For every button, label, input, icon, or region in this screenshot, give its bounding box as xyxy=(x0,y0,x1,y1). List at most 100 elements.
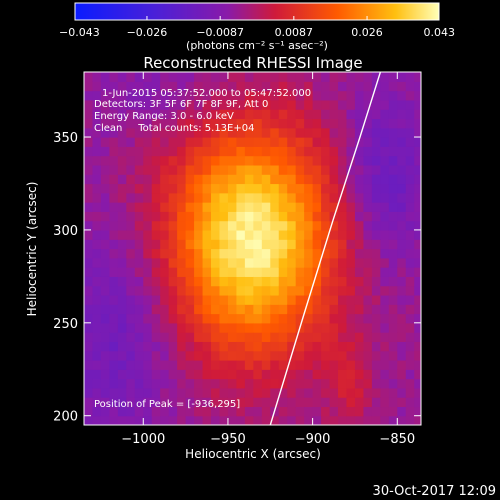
heatmap-cell xyxy=(270,248,280,259)
heatmap-cell xyxy=(329,267,339,277)
heatmap-cell xyxy=(261,146,271,157)
heatmap-cell xyxy=(211,294,221,305)
heatmap-cell xyxy=(92,304,102,315)
heatmap-cell xyxy=(219,276,229,287)
heatmap-cell xyxy=(329,341,339,352)
heatmap-cell xyxy=(211,322,221,333)
heatmap-cell xyxy=(219,109,229,120)
heatmap-cell xyxy=(363,192,373,203)
heatmap-cell xyxy=(160,313,170,324)
heatmap-cell xyxy=(253,406,263,417)
heatmap-cell xyxy=(244,211,254,222)
heatmap-cell xyxy=(414,118,421,129)
heatmap-cell xyxy=(168,415,178,425)
heatmap-cell xyxy=(338,220,348,231)
heatmap-cell xyxy=(117,285,127,296)
heatmap-cell xyxy=(236,127,246,138)
heatmap-cell xyxy=(405,397,415,408)
heatmap-cell xyxy=(117,81,127,92)
heatmap-cell xyxy=(346,257,356,268)
heatmap-cell xyxy=(321,378,331,389)
heatmap-cell xyxy=(84,155,94,166)
heatmap-cell xyxy=(405,387,415,398)
heatmap-cell xyxy=(134,332,144,342)
heatmap-cell xyxy=(109,211,119,222)
heatmap-cell xyxy=(117,229,127,240)
heatmap-cell xyxy=(321,220,331,231)
heatmap-cell xyxy=(185,248,195,259)
heatmap-cell xyxy=(278,313,288,324)
heatmap-cell xyxy=(295,415,305,425)
heatmap-cell xyxy=(346,90,356,101)
heatmap-cell xyxy=(388,304,398,315)
heatmap-cell xyxy=(84,202,94,212)
heatmap-cell xyxy=(253,369,263,380)
heatmap-cell xyxy=(380,332,390,342)
heatmap-cell xyxy=(227,202,238,212)
heatmap-cell xyxy=(414,332,421,342)
heatmap-cell xyxy=(168,118,178,129)
heatmap-cell xyxy=(151,118,161,129)
heatmap-cell xyxy=(338,109,348,120)
heatmap-cell xyxy=(160,322,170,333)
heatmap-cell xyxy=(338,304,348,315)
heatmap-cell xyxy=(346,99,356,110)
heatmap-cell xyxy=(126,359,136,370)
heatmap-cell xyxy=(397,341,407,352)
heatmap-cell xyxy=(278,369,288,380)
heatmap-cell xyxy=(295,257,305,268)
heatmap-cell xyxy=(312,174,322,185)
heatmap-cell xyxy=(219,350,229,361)
heatmap-cell xyxy=(117,350,127,361)
heatmap-cell xyxy=(304,359,314,370)
heatmap-cell xyxy=(261,99,271,110)
heatmap-cell xyxy=(151,304,161,315)
heatmap-cell xyxy=(405,137,415,147)
heatmap-cell xyxy=(109,220,119,231)
heatmap-cell xyxy=(177,229,187,240)
heatmap-cell xyxy=(236,192,246,203)
heatmap-cell xyxy=(287,257,297,268)
heatmap-cell xyxy=(295,192,305,203)
heatmap-cell xyxy=(405,276,415,287)
heatmap-cell xyxy=(321,294,331,305)
heatmap-cell xyxy=(380,90,390,101)
heatmap-cell xyxy=(126,239,136,250)
heatmap-cell xyxy=(92,285,102,296)
heatmap-cell xyxy=(261,294,271,305)
heatmap-cell xyxy=(100,202,111,212)
heatmap-cell xyxy=(117,174,127,185)
heatmap-cell xyxy=(100,387,111,398)
heatmap-cell xyxy=(244,155,254,166)
heatmap-cell xyxy=(329,220,339,231)
heatmap-cell xyxy=(346,359,356,370)
heatmap-cell xyxy=(414,369,421,380)
heatmap-cell xyxy=(287,322,297,333)
heatmap-cell xyxy=(380,248,390,259)
heatmap-cell xyxy=(236,202,246,212)
heatmap-cell xyxy=(278,137,288,147)
heatmap-cell xyxy=(270,137,280,147)
heatmap-cell xyxy=(177,350,187,361)
heatmap-cell xyxy=(287,109,297,120)
heatmap-cell xyxy=(287,146,297,157)
heatmap-cell xyxy=(160,387,170,398)
detectors-text: Detectors: 3F 5F 6F 7F 8F 9F, Att 0 xyxy=(94,99,268,110)
heatmap-cell xyxy=(321,369,331,380)
heatmap-cell xyxy=(168,397,178,408)
heatmap-cell xyxy=(414,350,421,361)
heatmap-cell xyxy=(84,276,94,287)
heatmap-cell xyxy=(414,109,421,120)
heatmap-cell xyxy=(287,369,297,380)
heatmap-cell xyxy=(380,211,390,222)
heatmap-cell xyxy=(236,220,246,231)
heatmap-cell xyxy=(397,267,407,277)
heatmap-cell xyxy=(194,239,204,250)
heatmap-cell xyxy=(202,229,212,240)
heatmap-cell xyxy=(143,369,153,380)
heatmap-cell xyxy=(287,90,297,101)
heatmap-cell xyxy=(84,127,94,138)
heatmap-cell xyxy=(194,192,204,203)
heatmap-cell xyxy=(219,378,229,389)
heatmap-cell xyxy=(194,99,204,110)
